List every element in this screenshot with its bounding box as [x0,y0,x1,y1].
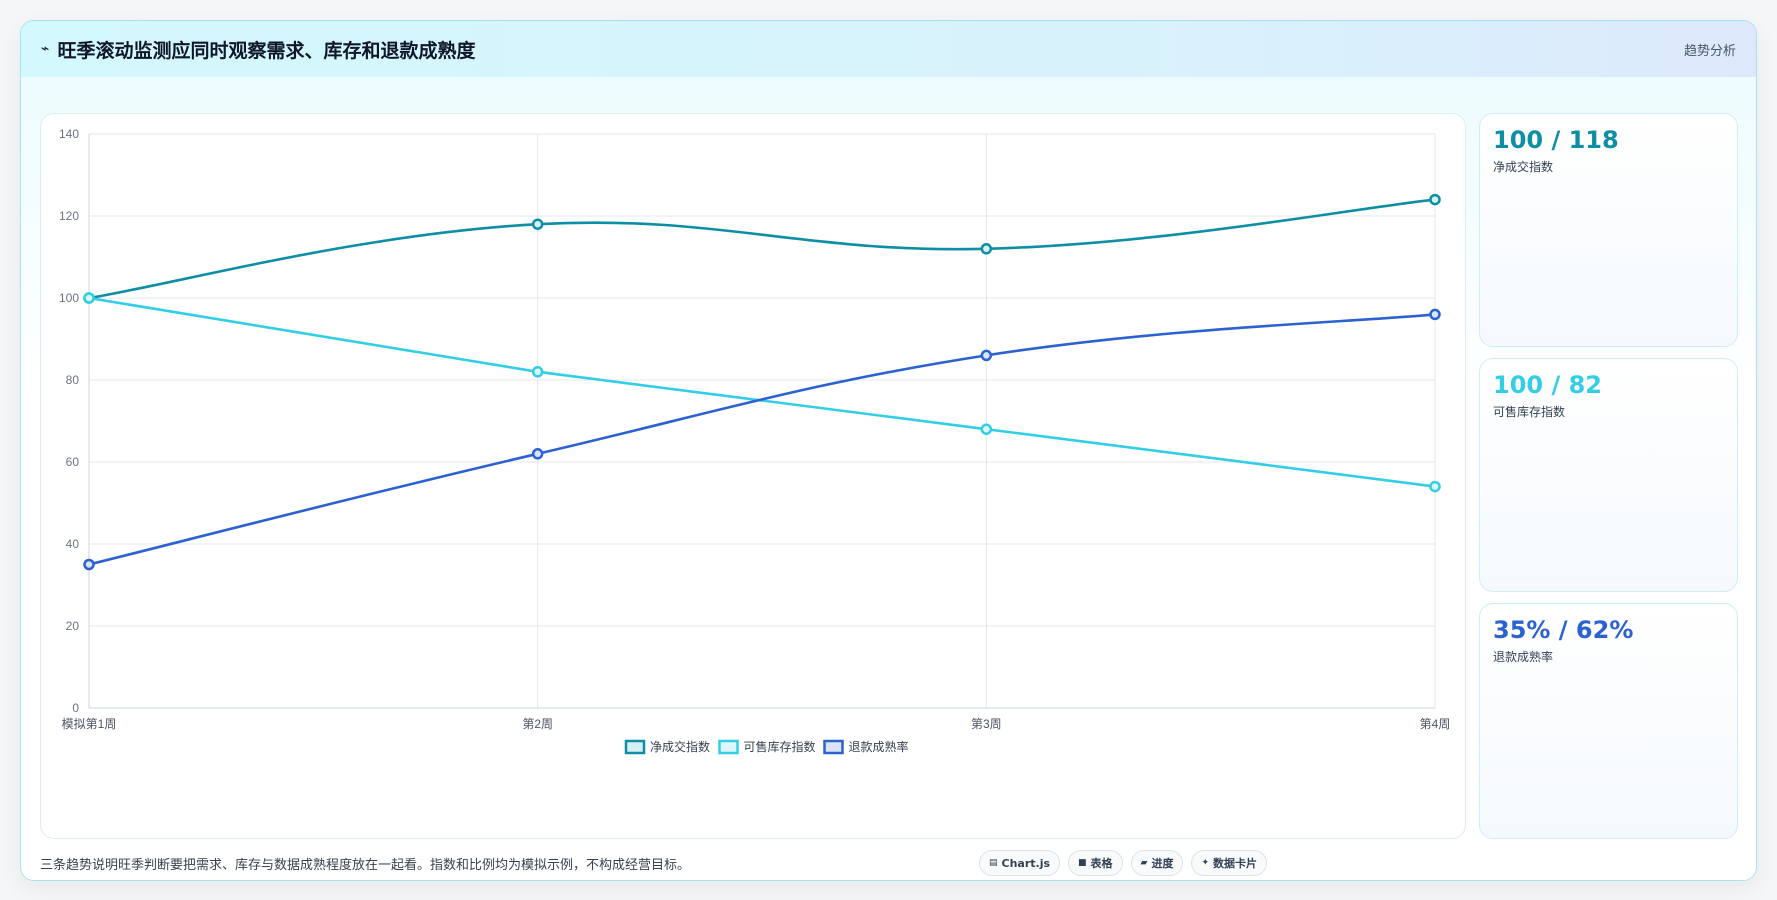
y-tick-label: 80 [66,373,80,387]
tech-badges: ▤ Chart.js ■ 表格 ▰ 进度 ✦ 数据卡片 [979,850,1268,876]
series-line-0 [88,198,1436,300]
content-area: 0 20 40 60 80 100 120 140 模拟第1周 第2周 第3周 第4周 净成交指数 可售库… [21,77,1756,880]
data-point [980,243,993,255]
x-tick-label: 第3周 [971,717,1002,731]
kpi-value: 100 / 82 [1493,371,1602,399]
badge-label: 进度 [1151,857,1174,870]
table-icon: ■ [1078,858,1087,868]
footnote: 三条趋势说明旺季判断要把需求、库存与数据成熟程度放在一起看。指数和比例均为模拟示… [40,858,691,873]
badge-data-card[interactable]: ✦ 数据卡片 [1191,850,1268,876]
legend-swatch [718,739,739,755]
kpi-label: 可售库存指数 [1493,405,1566,419]
legend-swatch [823,739,844,755]
y-tick-label: 40 [66,537,80,551]
data-point [980,423,993,435]
badge-chartjs[interactable]: ▤ Chart.js [979,850,1061,876]
x-tick-label: 第4周 [1420,717,1451,731]
legend-label: 可售库存指数 [744,739,816,754]
x-tick-label: 第2周 [522,717,553,731]
dashboard-frame: ⌁ 旺季滚动监测应同时观察需求、库存和退款成熟度 趋势分析 0 20 40 60 80 1… [20,20,1757,881]
data-point [83,292,95,304]
data-point [531,218,544,230]
trend-line-icon: ⌁ [41,41,50,57]
chart-icon: ▤ [989,858,998,868]
data-point [1429,193,1441,206]
badge-label: Chart.js [1001,856,1051,870]
kpi-card-inventory: 100 / 82 可售库存指数 [1479,358,1738,592]
y-tick-label: 20 [66,619,80,633]
page-title: ⌁ 旺季滚动监测应同时观察需求、库存和退款成熟度 [41,36,475,63]
y-tick-label: 0 [72,701,79,715]
section-tag: 趋势分析 [1683,43,1736,59]
data-point [83,558,95,571]
y-tick-label: 60 [66,455,80,469]
series-line-2 [88,313,1436,566]
legend-label: 净成交指数 [650,739,710,754]
badge-label: 表格 [1090,857,1113,870]
header: ⌁ 旺季滚动监测应同时观察需求、库存和退款成熟度 趋势分析 [21,21,1756,77]
kpi-label: 净成交指数 [1493,160,1554,174]
y-tick-label: 120 [59,209,79,223]
badge-table[interactable]: ■ 表格 [1068,850,1123,876]
data-point [1429,480,1441,493]
data-point [531,448,544,460]
badge-label: 数据卡片 [1213,857,1258,870]
progress-icon: ▰ [1140,858,1148,868]
data-point [980,349,993,362]
kpi-value: 35% / 62% [1493,616,1634,644]
chart-panel: 0 20 40 60 80 100 120 140 模拟第1周 第2周 第3周 第4周净成交指数 可售库… [40,113,1466,839]
y-tick-label: 100 [59,291,79,305]
kpi-label: 退款成熟率 [1493,650,1554,664]
x-tick-label: 模拟第1周 [62,717,117,731]
y-tick-label: 140 [59,127,79,141]
legend-swatch [624,739,646,755]
series-line-1 [88,296,1436,488]
kpi-value: 100 / 118 [1493,126,1619,154]
data-point [531,366,544,378]
kpi-card-net-sales: 100 / 118 净成交指数 [1479,113,1738,347]
badge-progress[interactable]: ▰ 进度 [1130,850,1184,876]
page-title-text: 旺季滚动监测应同时观察需求、库存和退款成熟度 [57,39,476,62]
data-point [1429,308,1441,321]
sparkle-icon: ✦ [1201,858,1210,868]
legend-label: 退款成熟率 [849,739,909,754]
kpi-card-refund: 35% / 62% 退款成熟率 [1479,603,1738,839]
